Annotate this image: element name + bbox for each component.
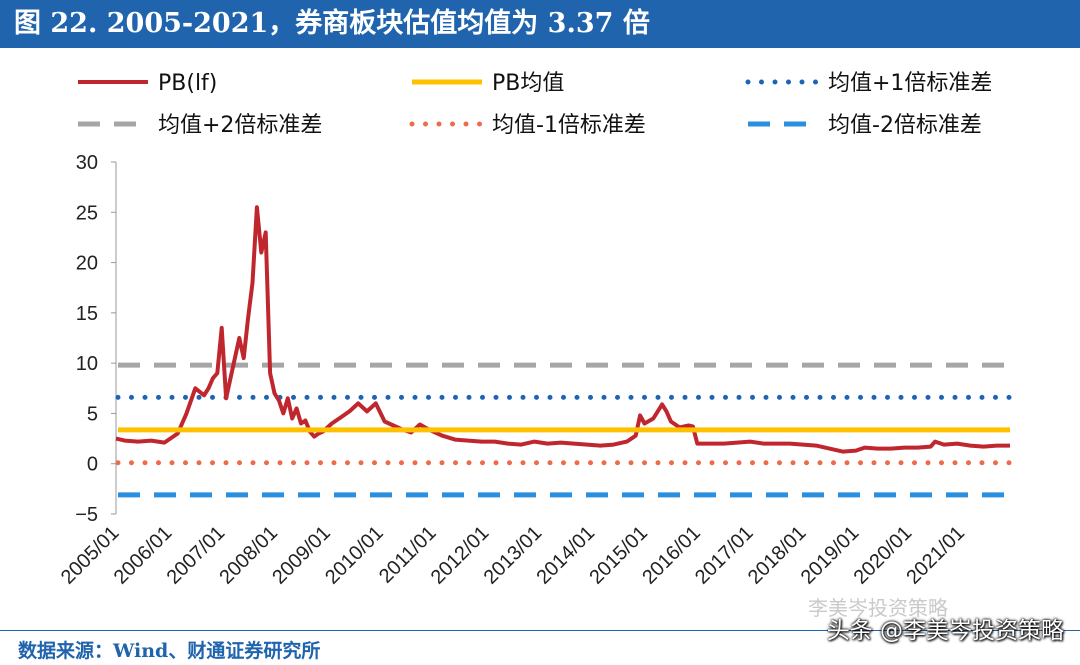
y-tick-label: 0 [87, 454, 98, 476]
reference-lines [115, 362, 1013, 498]
legend-item: 均值-1倍标准差 [409, 113, 646, 138]
legend-label: PB(lf) [158, 71, 217, 96]
x-tick-label: 2015/01 [585, 522, 652, 589]
x-tick-label: 2006/01 [110, 522, 177, 589]
legend-label: 均值-2倍标准差 [828, 113, 982, 138]
legend-item: PB均值 [412, 71, 564, 96]
x-tick-label: 2020/01 [850, 522, 917, 589]
legend-item: 均值-2倍标准差 [748, 113, 982, 138]
legend-item: 均值+2倍标准差 [78, 113, 322, 138]
legend-label: 均值-1倍标准差 [492, 113, 646, 138]
y-tick-label: 30 [76, 152, 98, 174]
x-tick-label: 2016/01 [638, 522, 705, 589]
x-tick-label: 2014/01 [532, 522, 599, 589]
watermark-ghost: 李美岑投资策略 [808, 596, 948, 620]
y-tick-label: 5 [87, 403, 98, 425]
y-tick-label: 10 [76, 353, 98, 375]
x-tick-label: 2019/01 [797, 522, 864, 589]
title-bar: 图 22. 2005-2021，券商板块估值均值为 3.37 倍 [0, 0, 1080, 48]
x-tick-label: 2007/01 [163, 522, 230, 589]
x-tick-label: 2005/01 [57, 522, 124, 589]
x-tick-label: 2018/01 [744, 522, 811, 589]
x-tick-label: 2008/01 [215, 522, 282, 589]
page-title: 图 22. 2005-2021，券商板块估值均值为 3.37 倍 [14, 8, 650, 39]
x-tick-label: 2012/01 [427, 522, 494, 589]
x-tick-label: 2017/01 [691, 522, 758, 589]
pb-line [115, 205, 1010, 454]
chart-axes: 30 25 20 15 10 5 0 −52005/012006/012007/012008/… [57, 152, 969, 589]
x-tick-label: 2021/01 [902, 522, 969, 589]
footer-divider [0, 630, 1080, 631]
watermark: 头条 @李美岑投资策略 [826, 618, 1064, 644]
legend-label: 均值+1倍标准差 [828, 71, 992, 96]
legend-label: 均值+2倍标准差 [158, 113, 322, 138]
x-tick-label: 2010/01 [321, 522, 388, 589]
x-tick-label: 2013/01 [480, 522, 547, 589]
y-tick-label: 15 [76, 303, 98, 325]
x-tick-label: 2009/01 [268, 522, 335, 589]
legend-item: 均值+1倍标准差 [745, 71, 992, 96]
legend-label: PB均值 [492, 71, 564, 96]
legend-item: PB(lf) [78, 71, 217, 96]
y-tick-label: 25 [76, 202, 98, 224]
y-tick-label: −5 [75, 504, 98, 526]
y-tick-label: 20 [76, 253, 98, 275]
source-note: 数据来源：Wind、财通证券研究所 [18, 640, 321, 662]
chart-series [115, 205, 1010, 454]
